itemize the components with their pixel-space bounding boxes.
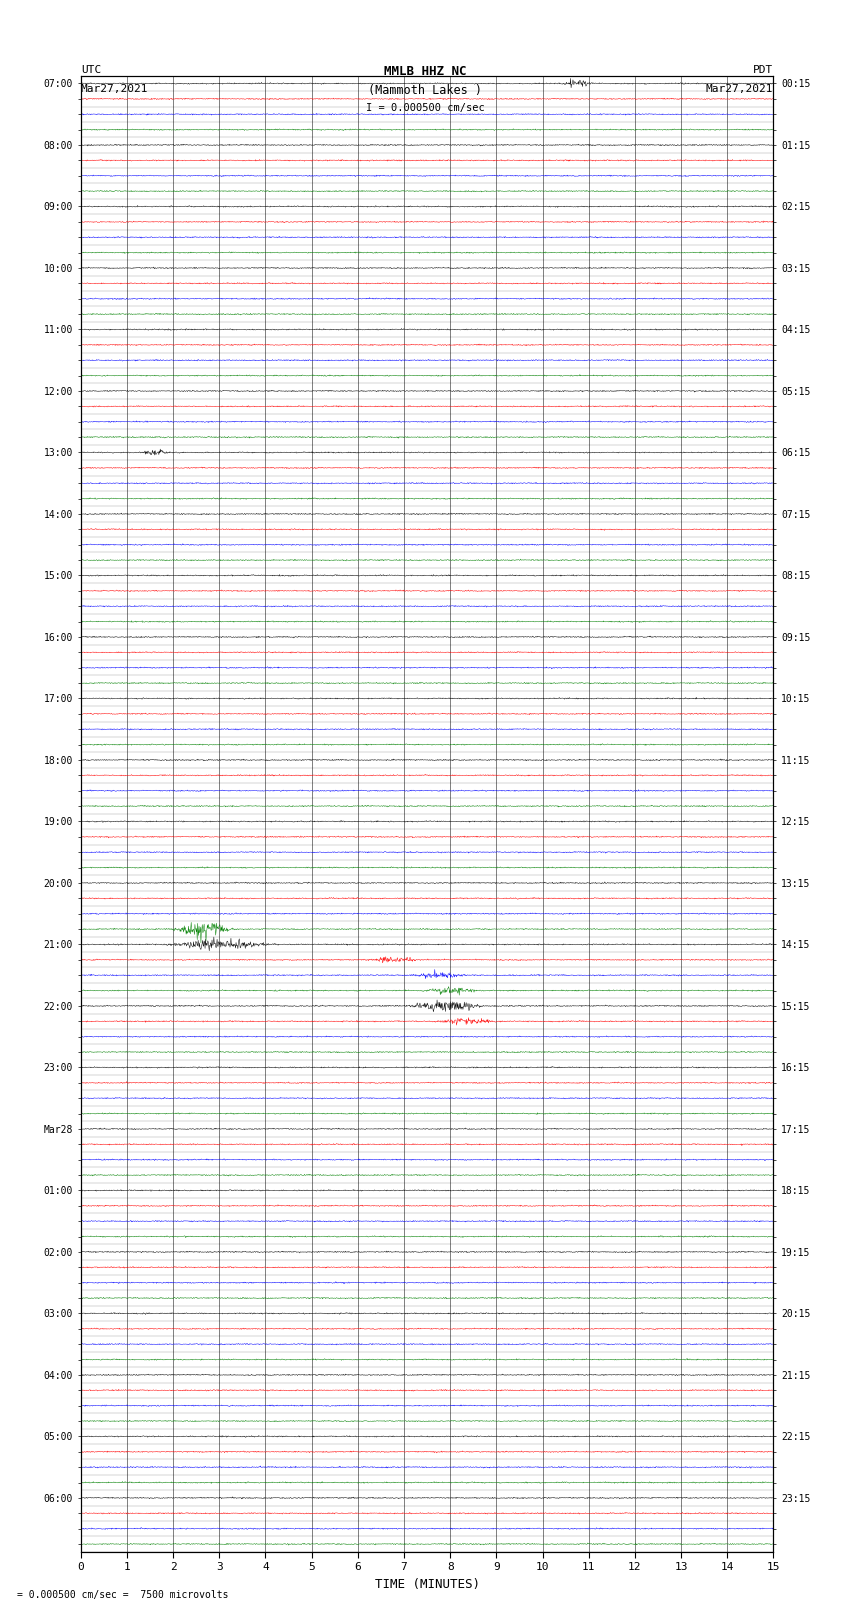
Text: Mar27,2021: Mar27,2021: [706, 84, 774, 94]
Text: UTC: UTC: [81, 65, 101, 74]
Text: I = 0.000500 cm/sec: I = 0.000500 cm/sec: [366, 103, 484, 113]
Text: (Mammoth Lakes ): (Mammoth Lakes ): [368, 84, 482, 97]
Text: = 0.000500 cm/sec =  7500 microvolts: = 0.000500 cm/sec = 7500 microvolts: [17, 1590, 229, 1600]
Text: MMLB HHZ NC: MMLB HHZ NC: [383, 65, 467, 77]
Text: PDT: PDT: [753, 65, 774, 74]
Text: Mar27,2021: Mar27,2021: [81, 84, 148, 94]
X-axis label: TIME (MINUTES): TIME (MINUTES): [375, 1578, 479, 1590]
